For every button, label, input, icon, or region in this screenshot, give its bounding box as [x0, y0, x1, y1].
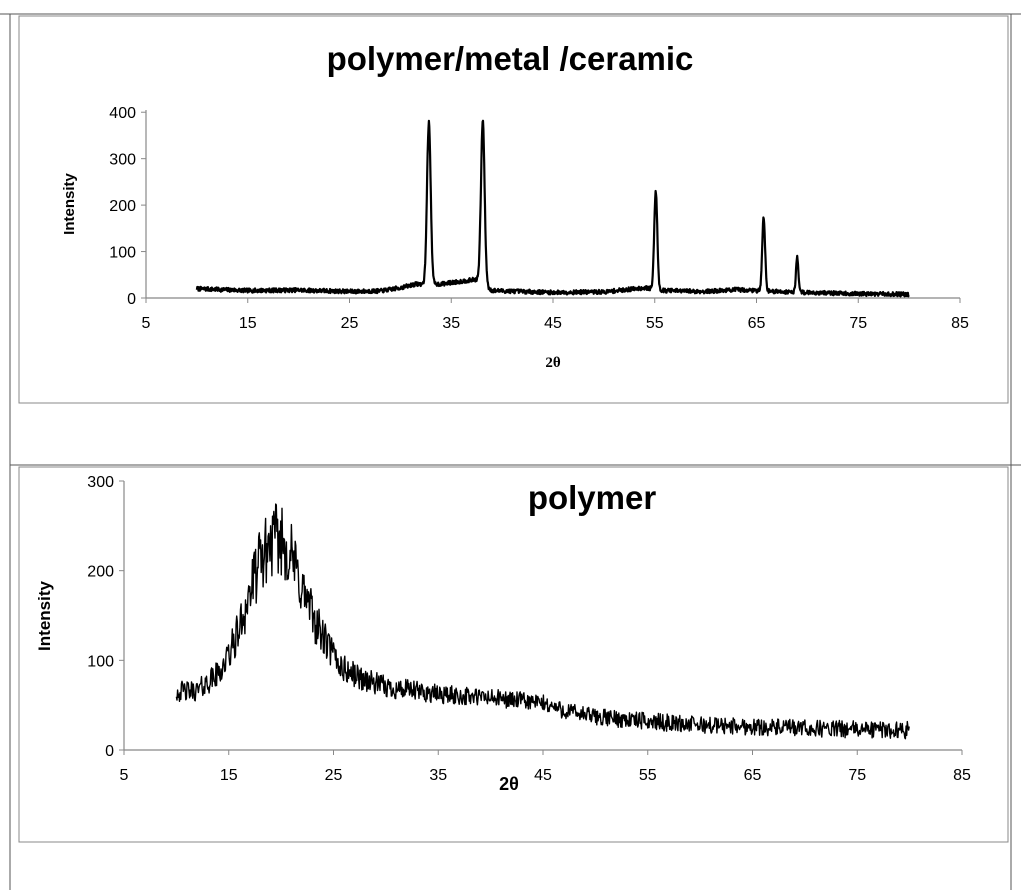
chart-2-series-line [175, 503, 910, 740]
chart-2-x-tick-label: 55 [639, 767, 657, 784]
chart-2-y-tick-label: 200 [87, 564, 114, 581]
chart-2-x-tick-label: 45 [534, 767, 552, 784]
chart-2-x-tick-label: 35 [429, 767, 447, 784]
chart-1-y-tick-label: 100 [109, 245, 136, 262]
chart-2-ylabel: Intensity [35, 581, 54, 651]
chart-2-x-tick-label: 15 [220, 767, 238, 784]
chart-1-xlabel: 2θ [545, 355, 561, 371]
chart-2-x-tick-label: 65 [744, 767, 762, 784]
chart-2-y-tick-label: 100 [87, 653, 114, 670]
chart-1-y-tick-label: 200 [109, 198, 136, 215]
chart-2-tick-labels: 5 15 25 35 45 55 65 75 85 0 100 200 300 [87, 474, 971, 784]
chart-1-x-tick-label: 25 [341, 315, 359, 332]
chart-2-x-tick-label: 5 [120, 767, 129, 784]
chart-1: polymer/metal /ceramic Intensity 2θ 5 15 2… [61, 40, 969, 371]
chart-1-x-tick-label: 45 [544, 315, 562, 332]
chart-2: polymer Intensity 2θ 5 15 25 35 45 55 65 75 85 0 1… [35, 474, 971, 794]
chart-2-x-tick-label: 75 [848, 767, 866, 784]
chart-1-ylabel: Intensity [61, 173, 78, 235]
chart-1-y-tick-label: 0 [127, 291, 136, 308]
chart-2-xlabel: 2θ [499, 774, 519, 794]
chart-2-title: polymer [528, 479, 657, 516]
chart-2-x-tick-label: 85 [953, 767, 971, 784]
chart-1-x-tick-label: 65 [748, 315, 766, 332]
chart-1-x-tick-label: 55 [646, 315, 664, 332]
chart-1-x-tick-label: 35 [442, 315, 460, 332]
chart-2-border [18, 466, 1009, 843]
chart-2-y-tick-label: 0 [105, 743, 114, 760]
chart-1-tick-labels: 5 15 25 35 45 55 65 75 85 0 100 200 300 400 [109, 105, 969, 332]
chart-1-x-tick-label: 85 [951, 315, 969, 332]
chart-2-y-tick-label: 300 [87, 474, 114, 491]
chart-1-x-tick-label: 5 [142, 315, 151, 332]
chart-1-title: polymer/metal /ceramic [327, 40, 694, 77]
chart-1-y-tick-label: 400 [109, 105, 136, 122]
chart-1-border [18, 15, 1009, 404]
chart-2-axes [119, 480, 963, 755]
chart-1-x-tick-label: 15 [239, 315, 257, 332]
chart-1-x-tick-label: 75 [849, 315, 867, 332]
chart-1-y-tick-label: 300 [109, 152, 136, 169]
chart-1-series-line [195, 119, 910, 298]
chart-2-x-tick-label: 25 [325, 767, 343, 784]
chart-1-axes [141, 110, 961, 303]
